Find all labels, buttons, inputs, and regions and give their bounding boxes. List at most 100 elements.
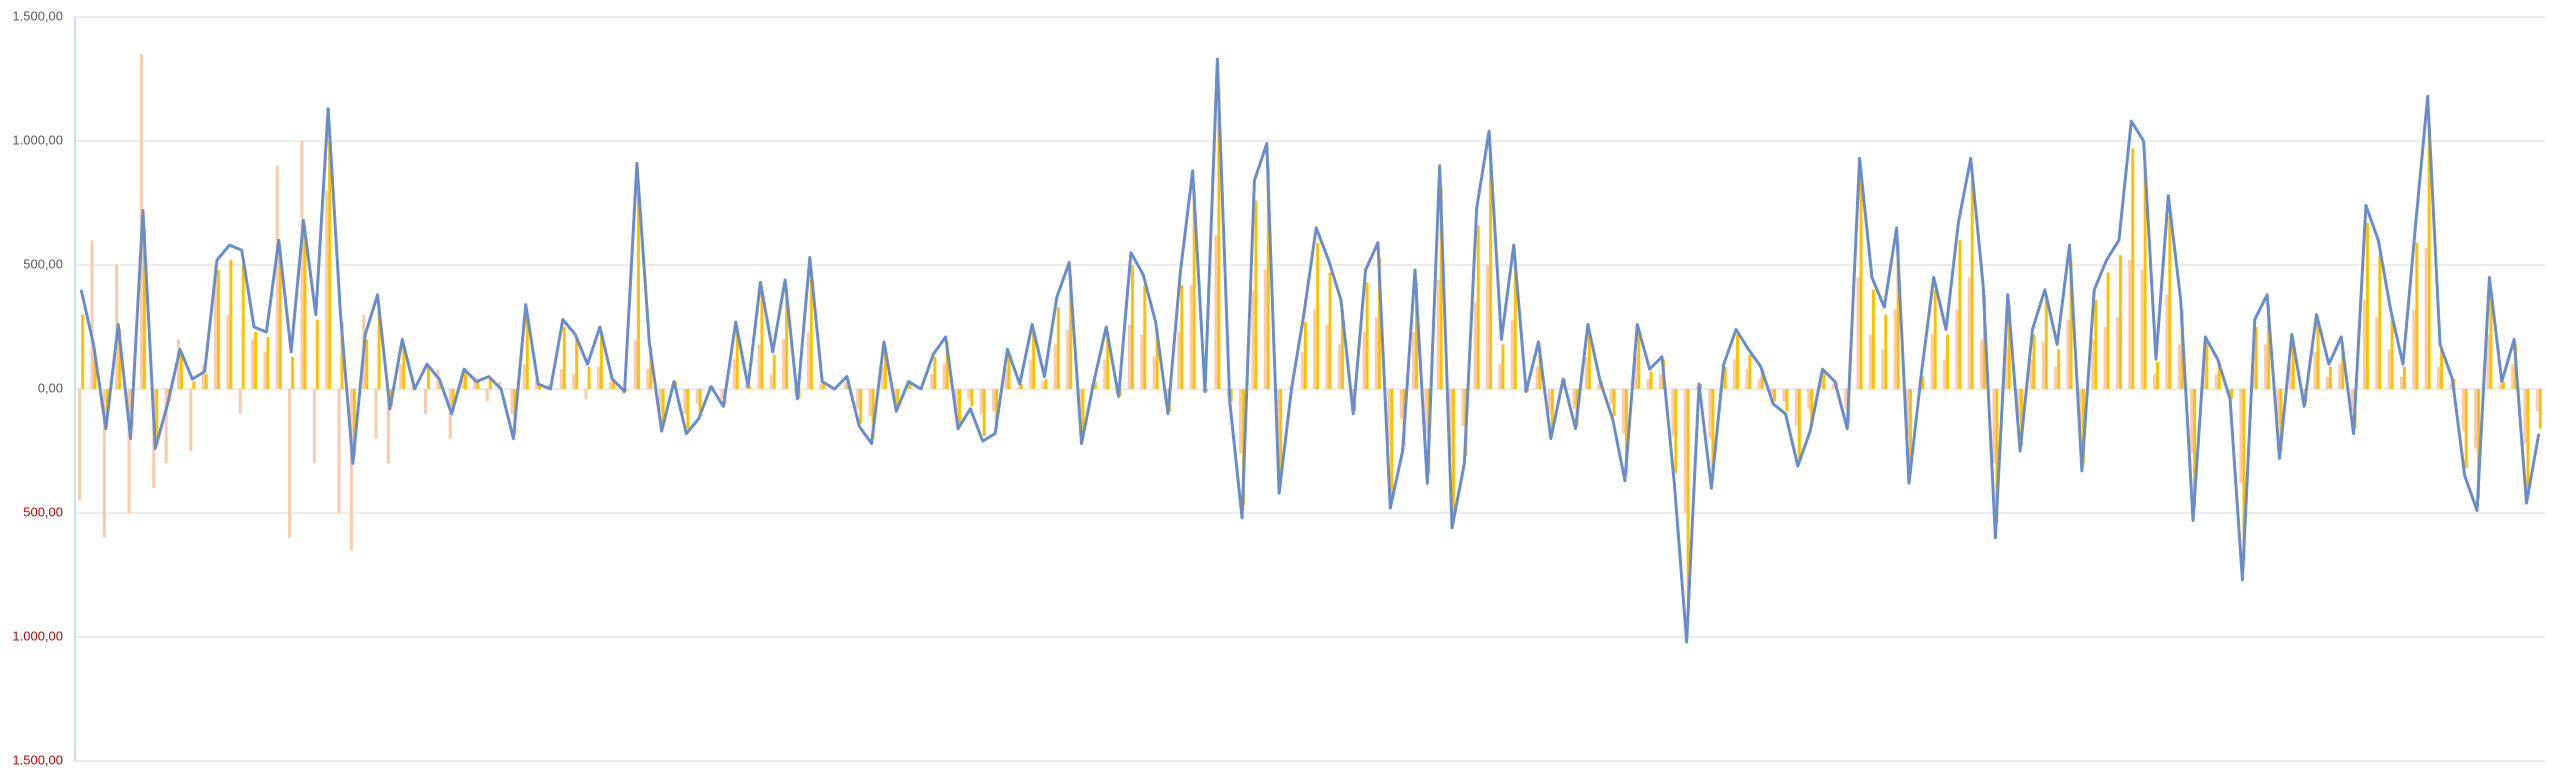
bar xyxy=(2523,389,2527,444)
bar xyxy=(1621,389,1625,434)
bar xyxy=(1893,309,1897,389)
bar xyxy=(1794,389,1798,427)
bar xyxy=(2044,299,2048,389)
bar xyxy=(2375,317,2379,389)
bar xyxy=(1103,359,1107,389)
bar xyxy=(155,389,159,439)
bar xyxy=(2279,389,2283,451)
bar xyxy=(278,250,282,389)
bar xyxy=(2338,364,2342,389)
bar xyxy=(1773,389,1777,402)
bar xyxy=(1288,386,1292,389)
bar xyxy=(464,371,468,389)
bar xyxy=(1016,386,1020,389)
bar xyxy=(374,389,378,439)
bar xyxy=(1760,369,1764,389)
bar xyxy=(2118,255,2122,389)
bar xyxy=(1723,366,1727,389)
bar xyxy=(315,319,319,389)
bar xyxy=(1325,324,1329,389)
bar xyxy=(1340,309,1344,389)
bar xyxy=(1303,322,1307,389)
bar xyxy=(1093,381,1097,389)
bar xyxy=(1674,389,1678,474)
bar xyxy=(2501,381,2505,389)
bar xyxy=(2276,389,2280,424)
bar xyxy=(352,389,356,456)
bar xyxy=(982,389,986,437)
bar xyxy=(365,339,369,389)
bar xyxy=(1452,389,1456,513)
bar xyxy=(461,374,465,389)
bar xyxy=(1044,379,1048,389)
bar xyxy=(1683,389,1687,513)
bar xyxy=(1473,302,1477,389)
bar xyxy=(2437,366,2441,389)
bar xyxy=(2214,374,2218,389)
bar xyxy=(93,351,97,389)
y-tick-label: 1.500,00 xyxy=(12,752,63,767)
bar xyxy=(609,381,613,389)
bar xyxy=(658,389,662,412)
bar xyxy=(1658,374,1662,389)
bar xyxy=(1612,389,1616,417)
bar xyxy=(599,331,603,389)
bar xyxy=(2267,304,2271,389)
bar xyxy=(349,389,353,551)
bar xyxy=(1646,379,1650,389)
bar xyxy=(859,389,863,424)
y-tick-label: 1.500,00 xyxy=(12,8,63,23)
bar xyxy=(1535,366,1539,389)
bar xyxy=(2193,389,2197,509)
bar xyxy=(204,374,208,389)
bar xyxy=(2511,364,2515,389)
bar xyxy=(1328,272,1332,389)
bar xyxy=(2477,389,2481,499)
bar xyxy=(2069,260,2073,389)
bar xyxy=(1081,389,1085,439)
bar xyxy=(883,346,887,389)
bar xyxy=(695,389,699,404)
bar xyxy=(958,389,962,424)
bar xyxy=(1634,356,1638,389)
bar xyxy=(118,329,122,389)
bar xyxy=(1584,356,1588,389)
bar xyxy=(1970,180,1974,389)
bar xyxy=(1365,282,1369,389)
bar xyxy=(1041,381,1045,389)
bar xyxy=(300,141,304,389)
bar xyxy=(1859,180,1863,389)
bar xyxy=(263,351,267,389)
line xyxy=(79,57,2541,644)
bar xyxy=(2032,334,2036,389)
bar xyxy=(1905,389,1909,437)
bar xyxy=(1263,269,1267,389)
bar xyxy=(587,366,591,389)
bar xyxy=(1708,389,1712,439)
bar xyxy=(757,344,761,389)
bar xyxy=(90,240,94,389)
bar xyxy=(2341,341,2345,389)
bar xyxy=(423,389,427,414)
bar xyxy=(1748,354,1752,389)
bar xyxy=(1056,307,1060,389)
bar xyxy=(1069,274,1073,389)
bar xyxy=(646,369,650,389)
bar xyxy=(1461,389,1465,427)
bar xyxy=(1671,389,1675,437)
bar xyxy=(1106,331,1110,389)
bar xyxy=(547,384,551,389)
bar xyxy=(1797,389,1801,459)
bar xyxy=(399,364,403,389)
y-tick-label: 500,00 xyxy=(23,504,63,519)
bar xyxy=(2230,389,2234,399)
bar xyxy=(2254,327,2258,389)
bar xyxy=(1587,331,1591,389)
bar xyxy=(633,339,637,389)
bar xyxy=(81,314,85,389)
bar xyxy=(78,389,82,501)
bar xyxy=(1736,334,1740,389)
bar xyxy=(337,389,341,513)
bar xyxy=(942,364,946,389)
